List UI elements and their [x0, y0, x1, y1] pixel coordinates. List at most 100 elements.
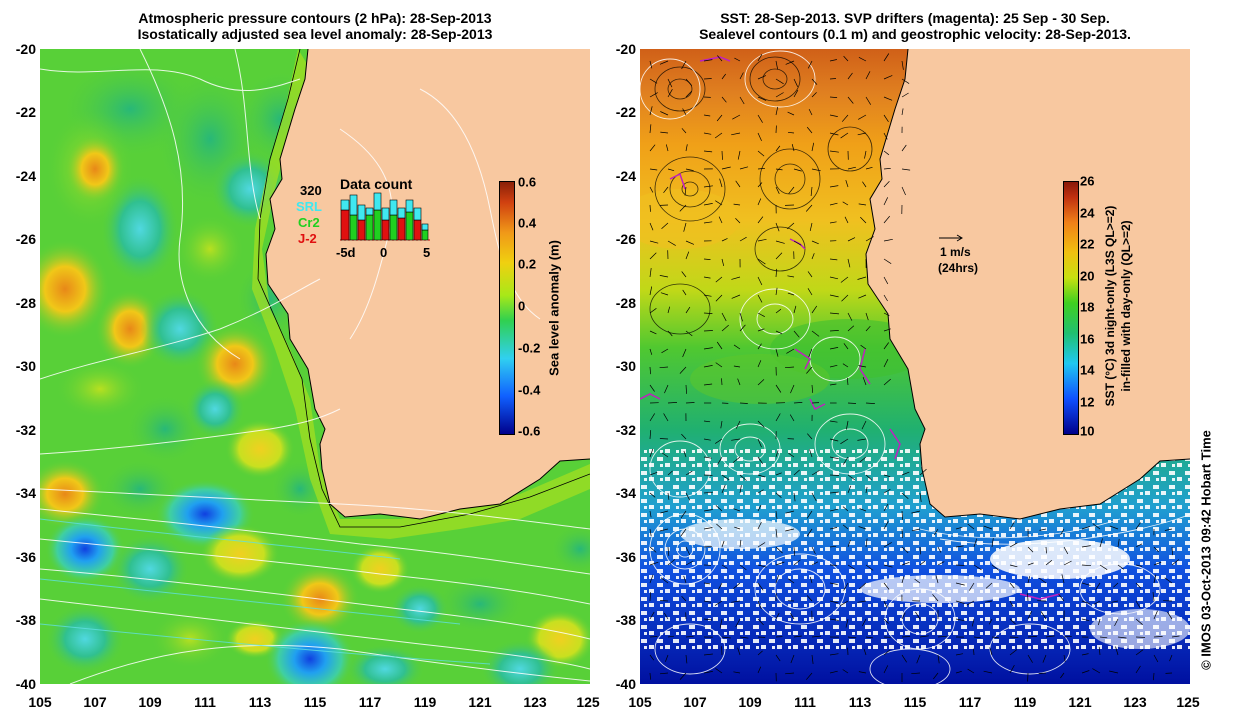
velocity-arrow — [1081, 545, 1091, 548]
velocity-arrow — [1117, 564, 1125, 570]
velocity-arrow — [757, 438, 762, 448]
velocity-arrow — [1027, 636, 1037, 638]
velocity-arrow — [1114, 618, 1119, 627]
velocity-arrow — [911, 528, 921, 532]
y-tick-right: -38 — [615, 612, 636, 628]
x-tick-left: 119 — [413, 694, 437, 710]
velocity-arrow — [649, 106, 653, 116]
velocity-arrow — [703, 258, 711, 260]
velocity-arrow — [1042, 654, 1047, 663]
velocity-arrow — [811, 492, 817, 502]
velocity-arrow — [775, 106, 779, 116]
velocity-arrow — [703, 312, 713, 314]
velocity-arrow — [1038, 672, 1047, 674]
x-tick-left: 123 — [523, 694, 547, 710]
velocity-arrow — [732, 114, 741, 120]
velocity-arrow — [715, 276, 723, 283]
velocity-arrow — [1153, 672, 1155, 681]
sst-colorbar-label-1: SST (°C) 3d night-only (L3S QL>=2) — [1103, 205, 1117, 407]
velocity-arrow — [883, 488, 891, 494]
velocity-arrow — [901, 636, 911, 638]
right-title-line1: SST: 28-Sep-2013. SVP drifters (magenta)… — [720, 10, 1110, 26]
velocity-arrow — [985, 582, 993, 589]
velocity-arrow — [739, 236, 747, 242]
x-tick-right: 105 — [628, 694, 652, 710]
velocity-arrow — [703, 653, 713, 656]
velocity-arrow — [989, 647, 993, 656]
velocity-arrow — [757, 666, 762, 674]
velocity-arrow — [649, 413, 655, 422]
velocity-arrow — [775, 450, 779, 458]
velocity-arrow — [649, 252, 657, 260]
velocity-arrow — [703, 294, 712, 297]
velocity-arrow — [721, 150, 723, 160]
velocity-arrow — [703, 203, 713, 206]
velocity-arrow — [901, 528, 903, 538]
velocity-arrow — [811, 330, 820, 337]
velocity-arrow — [665, 144, 669, 152]
sla-cb-tick: 0 — [518, 298, 526, 314]
velocity-arrow — [829, 114, 838, 117]
velocity-arrow — [735, 618, 741, 627]
velocity-arrow — [847, 402, 857, 404]
velocity-arrow — [787, 131, 795, 134]
velocity-arrow — [847, 636, 857, 639]
velocity-scale-arrow — [939, 234, 963, 242]
velocity-arrow — [757, 150, 765, 157]
velocity-arrow — [883, 600, 888, 608]
velocity-arrow — [649, 611, 655, 620]
velocity-arrow — [703, 438, 711, 441]
velocity-arrow — [757, 564, 767, 568]
y-tick-right: -32 — [615, 422, 636, 438]
velocity-arrow — [739, 96, 745, 105]
velocity-arrow — [916, 654, 921, 664]
velocity-arrow — [857, 438, 867, 441]
velocity-arrow — [805, 204, 813, 212]
velocity-arrow — [1117, 538, 1120, 548]
velocity-arrow — [649, 546, 657, 553]
velocity-arrow — [955, 545, 964, 548]
velocity-arrow — [757, 54, 763, 62]
x-tick-left: 125 — [576, 694, 600, 710]
velocity-arrow — [649, 240, 659, 244]
velocity-arrow — [932, 594, 939, 602]
velocity-arrow — [757, 600, 762, 610]
velocity-arrow — [757, 96, 767, 101]
velocity-arrow — [829, 312, 840, 315]
velocity-arrow — [955, 526, 963, 530]
y-tick-left: -22 — [15, 104, 36, 120]
velocity-arrow — [1135, 649, 1144, 656]
velocity-arrow — [660, 510, 669, 514]
velocity-arrow — [649, 268, 652, 278]
velocity-arrow — [721, 73, 726, 80]
x-tick-left: 107 — [83, 694, 107, 710]
sst-map[interactable] — [640, 49, 1190, 684]
velocity-arrow — [685, 546, 691, 556]
velocity-arrow — [649, 574, 654, 584]
sst-cb-tick: 22 — [1080, 236, 1095, 252]
velocity-arrow — [787, 111, 795, 116]
velocity-arrow — [649, 348, 653, 355]
velocity-arrow — [757, 198, 762, 206]
velocity-arrow — [757, 167, 766, 170]
velocity-arrow — [757, 542, 766, 548]
velocity-arrow — [681, 128, 687, 134]
velocity-arrow — [667, 559, 676, 566]
velocity-arrow — [734, 57, 741, 62]
velocity-arrow — [955, 600, 965, 604]
y-tick-right: -36 — [615, 549, 636, 565]
velocity-arrow — [1040, 611, 1047, 620]
velocity-arrow — [757, 504, 762, 512]
velocity-arrow — [847, 474, 856, 481]
y-tick-left: -38 — [15, 612, 36, 628]
velocity-arrow — [703, 420, 711, 423]
velocity-arrow — [739, 72, 744, 80]
velocity-arrow — [1135, 618, 1143, 625]
velocity-arrow — [649, 636, 658, 638]
velocity-arrow — [667, 492, 670, 500]
velocity-arrow — [901, 144, 907, 152]
velocity-arrow — [901, 576, 905, 584]
left-panel-title: Atmospheric pressure contours (2 hPa): 2… — [40, 10, 590, 42]
y-tick-right: -40 — [615, 676, 636, 692]
velocity-arrow — [714, 600, 723, 606]
